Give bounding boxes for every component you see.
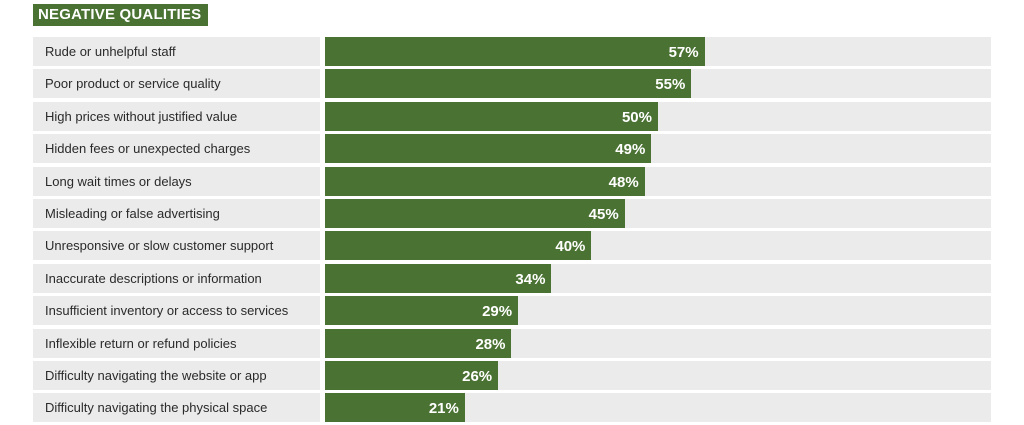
bar-track: 55% <box>325 69 991 98</box>
bar-track: 50% <box>325 102 991 131</box>
bar-value-label: 28% <box>475 336 506 353</box>
bar: 21% <box>325 393 465 422</box>
row-label-cell: Misleading or false advertising <box>33 199 320 228</box>
bar-value-label: 55% <box>655 76 686 93</box>
bar: 49% <box>325 134 652 163</box>
bar: 48% <box>325 167 645 196</box>
row-label-cell: Inflexible return or refund policies <box>33 329 320 358</box>
category-label: Unresponsive or slow customer support <box>45 238 274 253</box>
bar-track: 57% <box>325 37 991 66</box>
row-label-cell: Rude or unhelpful staff <box>33 37 320 66</box>
category-label: Long wait times or delays <box>45 174 192 189</box>
bar-value-label: 45% <box>588 206 619 223</box>
bar-value-label: 29% <box>482 303 513 320</box>
bar-track: 21% <box>325 393 991 422</box>
bar: 55% <box>325 69 692 98</box>
bar-value-label: 26% <box>462 368 493 385</box>
bar-track: 29% <box>325 296 991 325</box>
category-label: Inaccurate descriptions or information <box>45 271 262 286</box>
category-label: Misleading or false advertising <box>45 206 220 221</box>
bar-value-label: 40% <box>555 238 586 255</box>
row-label-cell: Unresponsive or slow customer support <box>33 231 320 260</box>
bar: 40% <box>325 231 592 260</box>
bar-track: 40% <box>325 231 991 260</box>
bar-value-label: 57% <box>668 44 699 61</box>
bar-track: 45% <box>325 199 991 228</box>
row-label-cell: Difficulty navigating the physical space <box>33 393 320 422</box>
category-label: Inflexible return or refund policies <box>45 336 237 351</box>
chart-title: NEGATIVE QUALITIES <box>33 4 209 26</box>
bar: 26% <box>325 361 499 390</box>
bar-value-label: 21% <box>428 400 459 417</box>
category-label: Rude or unhelpful staff <box>45 44 176 59</box>
row-label-cell: Insufficient inventory or access to serv… <box>33 296 320 325</box>
bar-value-label: 50% <box>621 109 652 126</box>
bar: 45% <box>325 199 625 228</box>
category-label: High prices without justified value <box>45 109 238 124</box>
row-label-cell: Hidden fees or unexpected charges <box>33 134 320 163</box>
category-label: Insufficient inventory or access to serv… <box>45 303 289 318</box>
bar-track: 34% <box>325 264 991 293</box>
bar-track: 26% <box>325 361 991 390</box>
bar-track: 48% <box>325 167 991 196</box>
bar-value-label: 34% <box>515 271 546 288</box>
row-label-cell: Poor product or service quality <box>33 69 320 98</box>
row-label-cell: High prices without justified value <box>33 102 320 131</box>
bar-track: 28% <box>325 329 991 358</box>
bar: 29% <box>325 296 519 325</box>
bar-value-label: 48% <box>608 174 639 191</box>
row-label-cell: Difficulty navigating the website or app <box>33 361 320 390</box>
row-label-cell: Inaccurate descriptions or information <box>33 264 320 293</box>
bar-value-label: 49% <box>615 141 646 158</box>
category-label: Hidden fees or unexpected charges <box>45 141 251 156</box>
bar: 34% <box>325 264 552 293</box>
category-label: Difficulty navigating the physical space <box>45 400 268 415</box>
bar: 28% <box>325 329 512 358</box>
category-label: Poor product or service quality <box>45 76 221 91</box>
category-label: Difficulty navigating the website or app <box>45 368 267 383</box>
bar: 57% <box>325 37 705 66</box>
bar: 50% <box>325 102 658 131</box>
row-label-cell: Long wait times or delays <box>33 167 320 196</box>
bar-track: 49% <box>325 134 991 163</box>
